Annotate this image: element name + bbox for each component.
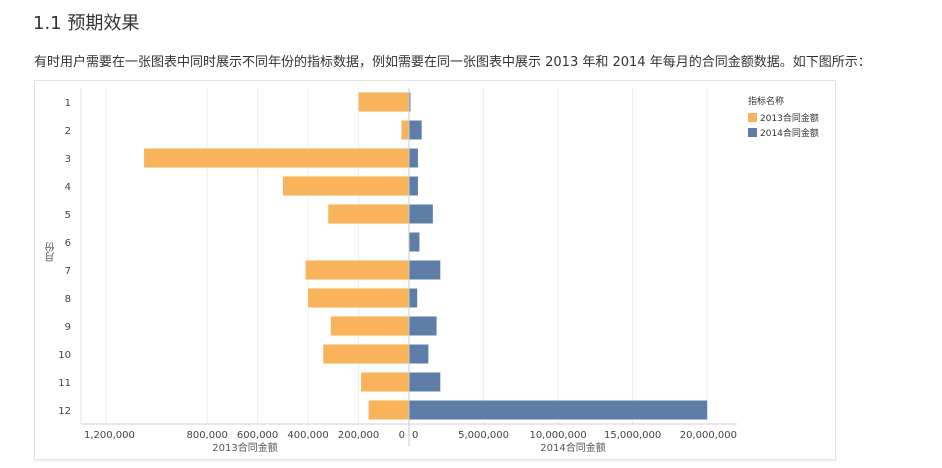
y-tick-label: 4	[65, 182, 71, 193]
bar-2013-month-4	[282, 176, 409, 196]
y-tick-label: 10	[58, 350, 71, 361]
bar-2014-month-11	[409, 372, 441, 392]
bar-2014-month-9	[409, 316, 437, 336]
bar-2013-month-9	[330, 316, 409, 336]
right-x-tick-label: 20,000,000	[680, 430, 737, 441]
bar-2013-month-8	[308, 288, 409, 308]
right-x-tick-label: 15,000,000	[604, 430, 661, 441]
description-text: 有时用户需要在一张图表中同时展示不同年份的指标数据，例如需要在同一张图表中展示 …	[34, 55, 871, 70]
left-x-tick-label: 1,200,000	[84, 430, 135, 441]
y-axis-label: 月份	[46, 242, 57, 262]
butterfly-bar-chart: 1234567891011120200,000400,000600,000800…	[58, 88, 737, 454]
left-x-tick-label: 400,000	[287, 430, 328, 441]
left-x-tick-label: 0	[399, 430, 405, 441]
y-tick-label: 3	[65, 154, 71, 165]
y-tick-label: 9	[65, 322, 71, 333]
bar-2014-month-3	[409, 148, 418, 168]
left-x-tick-label: 600,000	[237, 430, 278, 441]
legend-swatch-2013	[748, 113, 757, 122]
legend-label-2013: 2013合同金额	[760, 114, 819, 124]
bar-2014-month-12	[409, 400, 708, 420]
bar-2014-month-2	[409, 120, 422, 140]
right-x-tick-label: 0	[412, 430, 418, 441]
chart-card: 1 2 3 4 5 6 7 8 9 10 11 12 0 200,000 400,000 600,000 800…	[34, 80, 836, 460]
bar-2014-month-6	[409, 232, 420, 252]
legend-title: 指标名称	[748, 97, 785, 107]
left-x-tick-label: 800,000	[186, 430, 227, 441]
legend-label-2014: 2014合同金额	[760, 129, 819, 139]
page-heading: 1.1 预期效果	[33, 13, 140, 34]
right-x-tick-label: 5,000,000	[458, 430, 509, 441]
bar-2013-month-11	[361, 372, 409, 392]
bar-2014-month-10	[409, 344, 429, 364]
bar-2014-month-4	[409, 176, 418, 196]
bar-2014-month-8	[409, 288, 418, 308]
legend-swatch-2014	[748, 128, 757, 137]
legend-item-2014[interactable]: 2014合同金额	[748, 126, 819, 139]
bar-2014-month-7	[409, 260, 441, 280]
bar-2013-month-3	[144, 148, 410, 168]
left-x-tick-label: 200,000	[338, 430, 379, 441]
bar-2013-month-5	[328, 204, 409, 224]
bar-2013-month-1	[358, 92, 409, 112]
right-x-tick-label: 10,000,000	[529, 430, 586, 441]
bar-2013-month-12	[368, 400, 409, 420]
legend: 指标名称 2013合同金额 2014合同金额	[748, 94, 819, 141]
bar-2014-month-1	[409, 92, 411, 112]
bar-2013-month-2	[401, 120, 409, 140]
y-tick-label: 6	[65, 238, 71, 249]
bar-2013-month-7	[305, 260, 409, 280]
y-tick-label: 8	[65, 294, 71, 305]
y-tick-label: 5	[65, 210, 71, 221]
y-tick-label: 1	[65, 98, 71, 109]
y-tick-label: 2	[65, 126, 71, 137]
y-tick-label: 12	[58, 406, 71, 417]
left-x-axis-title: 2013合同金额	[212, 441, 277, 454]
y-tick-label: 11	[58, 378, 71, 389]
y-tick-label: 7	[65, 266, 71, 277]
right-x-axis-title: 2014合同金额	[540, 441, 605, 454]
legend-item-2013[interactable]: 2013合同金额	[748, 111, 819, 124]
bar-2013-month-10	[323, 344, 409, 364]
bar-2014-month-5	[409, 204, 433, 224]
